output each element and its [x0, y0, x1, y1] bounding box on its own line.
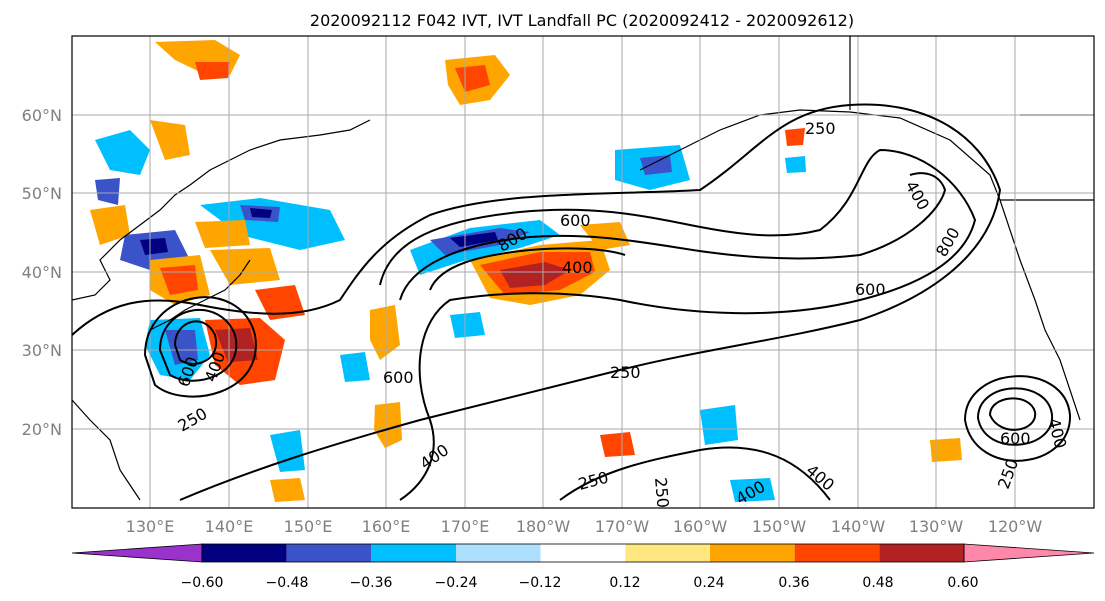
lon-label: 180°W: [516, 517, 571, 536]
colorbar-extend-low: [71, 543, 203, 563]
contour-label: 600: [855, 280, 886, 299]
lat-label: 50°N: [22, 184, 62, 203]
coastlines: [72, 36, 1094, 501]
ivt-contours: [72, 103, 1072, 501]
shade-blob: [450, 312, 485, 338]
shade-blob: [580, 222, 630, 250]
shade-blob: [455, 65, 490, 92]
colorbar-segment: [371, 544, 456, 562]
colorbar-segment: [286, 544, 372, 562]
lat-label: 20°N: [22, 420, 62, 439]
colorbar-frame: [201, 543, 965, 563]
contour-label: 250: [805, 119, 836, 138]
lat-label: 30°N: [22, 341, 62, 360]
shade-blob: [374, 402, 402, 448]
contour-800: [429, 247, 626, 291]
lon-label: 150°W: [752, 517, 807, 536]
colorbar-segment: [202, 544, 287, 562]
colorbar-tick-label: 0.24: [693, 575, 724, 591]
shade-blob: [250, 208, 272, 218]
lon-label: 160°W: [673, 517, 728, 536]
colorbar-tick-label: 0.12: [609, 575, 640, 591]
colorbar-extend-high: [963, 543, 1095, 563]
shade-blob: [450, 232, 498, 247]
shade-blob: [370, 305, 400, 360]
colorbar-tick-label: −0.24: [435, 575, 478, 591]
colorbar-segment: [879, 544, 964, 562]
colorbar-segment: [625, 544, 710, 562]
lon-label: 140°E: [205, 517, 254, 536]
shade-blob: [270, 478, 305, 502]
shade-blob: [270, 430, 305, 472]
contour-label: 400: [562, 258, 593, 277]
map-frame: [71, 35, 1095, 509]
colorbar-tick-label: −0.36: [350, 575, 393, 591]
contour-tc2: [976, 387, 1054, 446]
colorbar-segment: [540, 544, 626, 562]
shade-blob: [195, 220, 250, 248]
colorbar-segments: [71, 543, 1095, 563]
lon-label: 170°W: [595, 517, 650, 536]
shade-blob: [95, 178, 120, 205]
colorbar-tick-label: −0.12: [519, 575, 562, 591]
contour-label: 600: [560, 211, 591, 230]
colorbar-tick-label: −0.48: [266, 575, 309, 591]
shade-blob: [140, 238, 168, 255]
contour-label: 250: [651, 477, 673, 509]
colorbar-tick-label: 0.48: [862, 575, 893, 591]
longitude-labels: 130°E 140°E 150°E 160°E 170°E 180°W 170°…: [126, 517, 1043, 536]
contour-typhoon: [158, 309, 238, 382]
shade-blob: [340, 352, 370, 382]
contour-400: [379, 148, 977, 501]
contour-typhoon: [173, 320, 218, 365]
contour-600: [399, 172, 947, 301]
colorbar: −0.60 −0.48 −0.36 −0.24 −0.12 0.12 0.24 …: [71, 543, 1095, 591]
latitude-labels: 20°N 30°N 40°N 50°N 60°N: [22, 106, 62, 439]
lon-label: 140°W: [831, 517, 886, 536]
contour-label: 600: [1000, 429, 1031, 448]
shade-blob: [255, 285, 305, 320]
colorbar-tick-label: −0.60: [181, 575, 224, 591]
colorbar-segment: [794, 544, 880, 562]
lat-label: 60°N: [22, 106, 62, 125]
contour-typhoon: [143, 296, 257, 398]
lon-label: 130°W: [909, 517, 964, 536]
shade-blob: [200, 198, 345, 250]
shade-blob: [90, 205, 130, 245]
shade-blob: [500, 262, 570, 288]
colorbar-tick-labels: −0.60 −0.48 −0.36 −0.24 −0.12 0.12 0.24 …: [181, 575, 979, 591]
figure-title: 2020092112 F042 IVT, IVT Landfall PC (20…: [310, 11, 854, 30]
colorbar-segment: [710, 544, 795, 562]
shade-blob: [785, 128, 805, 146]
colorbar-tick-label: 0.36: [778, 575, 809, 591]
shade-blob: [195, 62, 230, 80]
shade-blob: [150, 120, 190, 160]
shade-blob: [95, 130, 150, 175]
shade-blob: [930, 438, 962, 462]
colorbar-tick-label: 0.60: [947, 575, 978, 591]
lon-label: 120°W: [988, 517, 1043, 536]
contour-south: [559, 446, 831, 501]
shade-blob: [600, 432, 635, 457]
contour-tc2: [963, 375, 1072, 462]
contour-250: [72, 103, 1002, 501]
shade-blob: [640, 155, 672, 175]
shade-blob: [165, 330, 198, 365]
colorbar-segment: [456, 544, 541, 562]
map-area: 250 400 600 800 400 800 600 600 250 600 …: [72, 36, 1094, 509]
shade-blob: [785, 156, 806, 173]
contour-label: 250: [610, 363, 641, 382]
lon-label: 160°E: [362, 517, 411, 536]
lon-label: 150°E: [284, 517, 333, 536]
lon-label: 170°E: [441, 517, 490, 536]
lat-label: 40°N: [22, 263, 62, 282]
contour-label: 600: [383, 368, 414, 387]
shade-blob: [730, 478, 775, 502]
lon-label: 130°E: [126, 517, 175, 536]
shade-blob: [700, 405, 738, 445]
contour-tc2: [988, 397, 1037, 431]
